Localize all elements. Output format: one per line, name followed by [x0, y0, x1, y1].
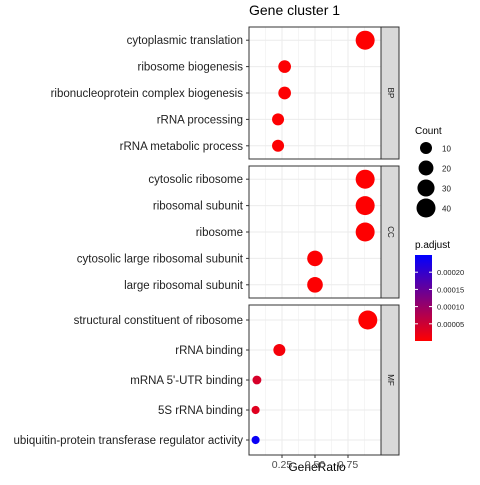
data-point [272, 113, 285, 126]
size-legend-label: 30 [442, 185, 451, 194]
color-legend-label: 0.00020 [437, 268, 464, 277]
size-legend-key [418, 160, 434, 176]
data-point [358, 310, 378, 330]
x-axis-label: GeneRatio [288, 460, 346, 474]
y-tick-label: mRNA 5'-UTR binding [130, 375, 243, 387]
data-point [272, 139, 285, 152]
y-tick-label: rRNA binding [175, 345, 243, 357]
y-tick-label: ribosome [196, 227, 243, 239]
color-legend-label: 0.00015 [437, 285, 464, 294]
facet-strip [380, 165, 400, 299]
color-legend-label: 0.00005 [437, 320, 464, 329]
data-point [355, 30, 375, 50]
facet-strip-label: CC [386, 226, 395, 238]
size-legend-title: Count [415, 126, 442, 137]
facet-strip [380, 304, 400, 456]
data-point [307, 250, 323, 267]
color-legend-title: p.adjust [415, 240, 450, 251]
size-legend-label: 20 [442, 165, 451, 174]
y-tick-label: large ribosomal subunit [124, 280, 244, 292]
facet-strip [380, 26, 400, 160]
y-tick-label: ribonucleoprotein complex biogenesis [51, 88, 244, 100]
x-tick-label: 0.50 [305, 459, 326, 471]
facet-panel-cc: cytosolic ribosome ribosomal subunit ribos… [77, 165, 400, 299]
y-tick-label: ribosome biogenesis [138, 62, 244, 74]
x-tick-label: 0.75 [338, 459, 359, 471]
data-point [251, 435, 260, 445]
data-point [273, 344, 286, 356]
data-point [278, 60, 291, 73]
size-legend-key [416, 198, 436, 218]
data-point [355, 169, 375, 189]
y-tick-label: cytosolic large ribosomal subunit [77, 253, 244, 265]
y-tick-label: ribosomal subunit [153, 201, 244, 213]
y-tick-label: 5S rRNA binding [158, 405, 243, 417]
facet-strip-label: BP [386, 88, 395, 99]
data-point [307, 276, 323, 293]
x-tick-label: 0.25 [272, 459, 293, 471]
facet-panel-bp: cytoplasmic translation ribosome biogenes… [51, 26, 400, 160]
size-legend-label: 40 [442, 205, 451, 214]
size-legend-key [420, 142, 432, 154]
size-legend-key [417, 179, 435, 197]
y-tick-label: cytosolic ribosome [148, 174, 243, 186]
data-point [252, 375, 262, 385]
chart-title: Gene cluster 1 [249, 2, 340, 18]
data-point [355, 222, 375, 242]
facet-strip-label: MF [386, 374, 395, 386]
y-tick-label: rRNA metabolic process [120, 141, 244, 153]
size-legend-label: 10 [442, 145, 451, 154]
y-tick-label: structural constituent of ribosome [74, 315, 243, 327]
y-tick-label: rRNA processing [157, 114, 243, 126]
color-legend-label: 0.00010 [437, 303, 464, 312]
color-legend-bar [415, 255, 432, 341]
data-point [251, 405, 260, 415]
data-point [355, 196, 375, 216]
facet-panel-mf: structural constituent of ribosome rRNA b… [14, 304, 400, 456]
y-tick-label: cytoplasmic translation [127, 35, 243, 47]
data-point [278, 86, 291, 100]
y-tick-label: ubiquitin-protein transferase regulator … [14, 435, 244, 447]
